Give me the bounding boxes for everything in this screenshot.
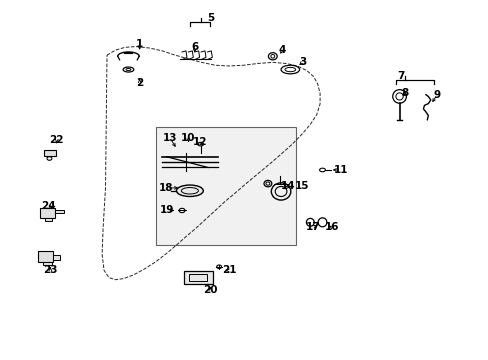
Bar — [189, 274, 206, 281]
Bar — [43, 149, 56, 156]
Text: 21: 21 — [221, 265, 236, 275]
Text: 9: 9 — [433, 90, 440, 100]
Text: 7: 7 — [396, 71, 404, 81]
Text: 24: 24 — [41, 201, 56, 211]
Text: 10: 10 — [181, 133, 195, 143]
Text: 22: 22 — [49, 135, 64, 145]
Text: 8: 8 — [401, 88, 408, 98]
Text: 17: 17 — [305, 222, 320, 232]
Text: 16: 16 — [325, 222, 339, 232]
Text: 14: 14 — [281, 181, 295, 192]
Bar — [55, 210, 64, 213]
Bar — [183, 271, 212, 284]
Bar — [40, 208, 55, 218]
Text: 20: 20 — [203, 285, 217, 296]
Text: 6: 6 — [191, 42, 198, 52]
Text: 13: 13 — [163, 133, 177, 143]
Text: 1: 1 — [136, 39, 143, 49]
Bar — [156, 127, 296, 245]
Text: 2: 2 — [136, 78, 143, 88]
Text: 18: 18 — [159, 183, 173, 193]
Text: 19: 19 — [160, 206, 174, 216]
Text: 5: 5 — [206, 13, 214, 23]
Text: 11: 11 — [333, 165, 347, 175]
Ellipse shape — [176, 185, 203, 197]
Bar — [38, 251, 53, 262]
Text: 3: 3 — [299, 57, 306, 67]
Text: 23: 23 — [43, 265, 58, 275]
Bar — [53, 255, 60, 260]
Bar — [44, 218, 52, 221]
Text: 4: 4 — [278, 45, 285, 55]
Text: 12: 12 — [192, 138, 206, 147]
Text: 15: 15 — [294, 181, 308, 192]
Bar — [43, 262, 52, 265]
